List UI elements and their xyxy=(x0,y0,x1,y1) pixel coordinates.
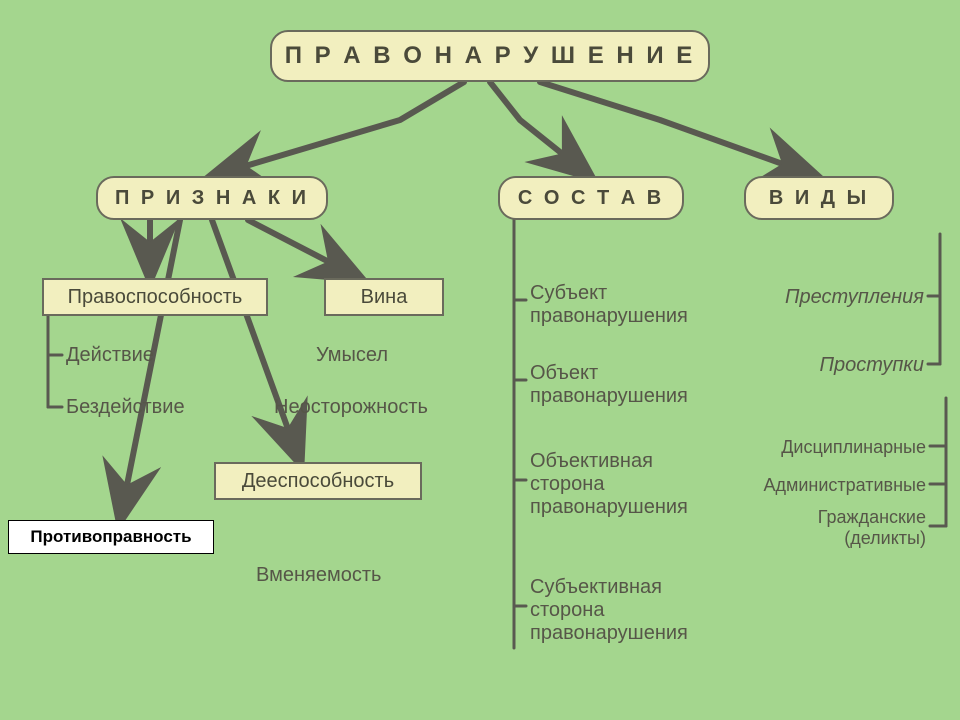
node-pravosp: Правоспособность xyxy=(42,278,268,316)
node-root: П Р А В О Н А Р У Ш Е Н И Е xyxy=(270,30,710,82)
node-vmen: Вменяемость xyxy=(256,560,456,590)
edge-priznaki-protivo xyxy=(120,220,180,520)
node-deist: Действие xyxy=(66,340,246,370)
node-umysel: Умысел xyxy=(316,340,476,370)
node-priznaki: П Р И З Н А К И xyxy=(96,176,328,220)
node-deesp: Дееспособность xyxy=(214,462,422,500)
edge-b1-deist xyxy=(48,316,62,407)
node-bezd: Бездействие xyxy=(66,392,266,422)
node-grazh: Гражданские (деликты) xyxy=(766,506,926,550)
node-prestup: Преступления xyxy=(746,282,924,312)
edge-root-vidy xyxy=(540,82,816,176)
node-subj: Субъект правонарушения xyxy=(530,278,740,332)
edge-priznaki-vina xyxy=(248,220,360,278)
node-disc: Дисциплинарные xyxy=(740,434,926,460)
node-subjside: Субъективная сторона правонарушения xyxy=(530,570,750,650)
node-objside: Объективная сторона правонарушения xyxy=(530,444,750,524)
node-sostav: С О С Т А В xyxy=(498,176,684,220)
node-neost: Неосторожность xyxy=(274,392,494,422)
node-protivo: Противоправность xyxy=(8,520,214,554)
node-vina: Вина xyxy=(324,278,444,316)
edge-root-priznaki xyxy=(212,82,464,176)
node-obj: Объект правонарушения xyxy=(530,358,740,412)
diagram-canvas: П Р А В О Н А Р У Ш Е Н И Е П Р И З Н А К… xyxy=(0,0,960,720)
node-vidy: В И Д Ы xyxy=(744,176,894,220)
edge-root-sostav xyxy=(490,82,590,176)
node-prostup: Проступки xyxy=(786,350,924,380)
node-admin: Административные xyxy=(740,472,926,498)
